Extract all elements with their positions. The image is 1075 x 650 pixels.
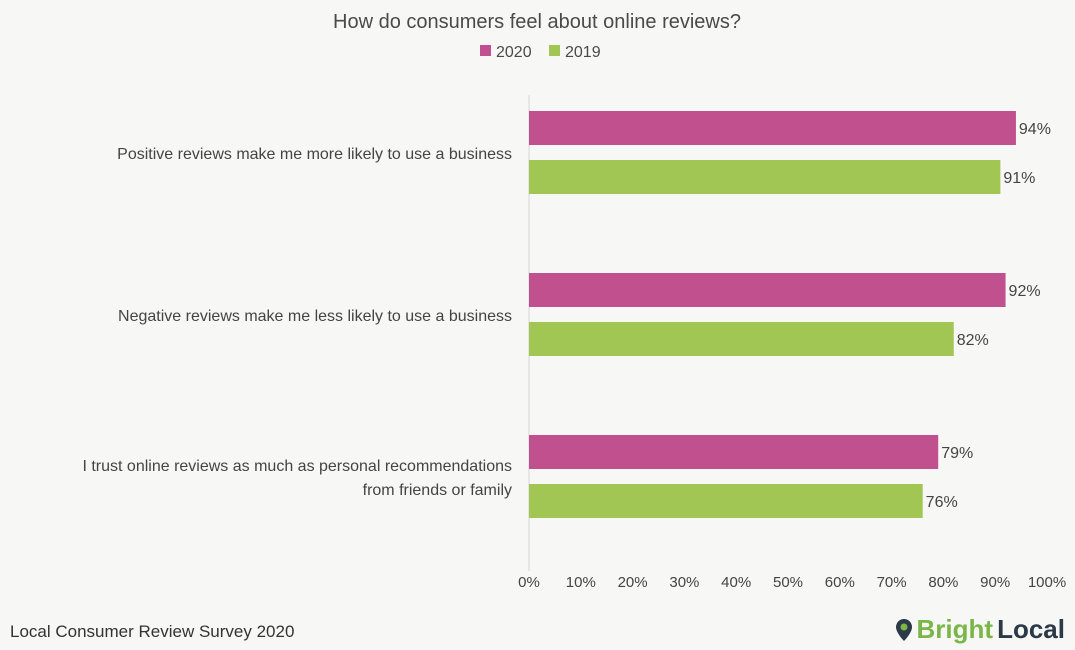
category-label: Negative reviews make me less likely to … [118, 308, 512, 325]
data-label: 94% [1019, 121, 1051, 138]
source-label: Local Consumer Review Survey 2020 [10, 622, 295, 641]
x-tick-label: 50% [773, 574, 803, 591]
bar-2020 [529, 273, 1006, 307]
brand-name-part1: Bright [916, 614, 994, 644]
location-pin-icon [895, 618, 912, 641]
category-labels: Positive reviews make me more likely to … [82, 146, 512, 499]
bar-2019 [529, 160, 1001, 194]
legend-label-2020: 2020 [496, 44, 532, 61]
data-label: 82% [957, 332, 989, 349]
x-tick-label: 70% [877, 574, 907, 591]
bar-2020 [529, 435, 939, 469]
category-label: I trust online reviews as much as person… [82, 458, 512, 475]
data-label: 92% [1009, 283, 1041, 300]
x-tick-label: 30% [669, 574, 699, 591]
x-tick-label: 0% [518, 574, 540, 591]
x-tick-label: 40% [721, 574, 751, 591]
x-axis-ticks: 0% 10% 20% 30% 40% 50% 60% 70% 80% 90% 100% [518, 574, 1066, 591]
data-label: 76% [926, 494, 958, 511]
chart-title: How do consumers feel about online revie… [333, 11, 741, 33]
legend-swatch-2019 [549, 45, 560, 56]
data-label: 91% [1003, 170, 1035, 187]
bar-2019 [529, 322, 954, 356]
category-label: from friends or family [363, 482, 512, 499]
x-tick-label: 60% [825, 574, 855, 591]
legend-swatch-2020 [480, 45, 491, 56]
data-label: 79% [941, 445, 973, 462]
x-tick-label: 10% [566, 574, 596, 591]
x-tick-label: 20% [618, 574, 648, 591]
x-tick-label: 100% [1028, 574, 1066, 591]
x-tick-label: 80% [928, 574, 958, 591]
bar-2019 [529, 484, 923, 518]
legend: 2020 2019 [480, 44, 601, 61]
legend-label-2019: 2019 [565, 44, 601, 61]
bars: 94% 91% 92% 82% 79% 76% [529, 111, 1051, 518]
brand-name-part2: Local [997, 614, 1065, 644]
x-tick-label: 90% [980, 574, 1010, 591]
bar-2020 [529, 111, 1016, 145]
category-label: Positive reviews make me more likely to … [117, 146, 512, 163]
brand-logo: Bright Local [895, 614, 1065, 645]
